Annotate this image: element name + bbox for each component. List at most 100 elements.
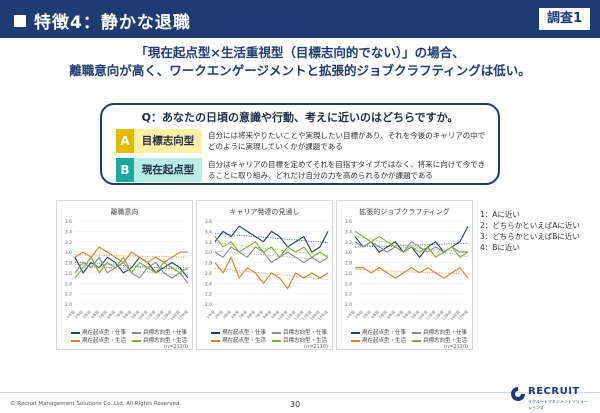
- subtitle-line-1: 「現在起点型×生活重視型（目標志向的でない）」の場合、: [135, 45, 465, 60]
- trend-line: [74, 261, 189, 270]
- legend-label: 現在起点型・仕事: [362, 330, 407, 336]
- series-line: [355, 266, 469, 279]
- logo-subtext: リクルートマネジメントソリューションズ: [528, 399, 588, 410]
- scale-item: 1：Aに近い: [480, 210, 520, 219]
- x-tick-label: 5年目: [98, 309, 108, 319]
- legend-label: 目標志向型・生活: [283, 338, 328, 344]
- option-b-desc: 自分はキャリアの目標を定めてそれを目指すタイプではなく、将来に向けて今できること…: [208, 160, 486, 180]
- x-tick-label: 9年目: [130, 309, 140, 319]
- legend-swatch-icon: [71, 340, 80, 342]
- legend-label: 現在起点型・生活: [82, 338, 127, 344]
- y-tick-label: 3.4: [65, 229, 72, 235]
- x-tick-label: 14年目: [309, 309, 321, 321]
- x-tick-label: 15年目: [457, 309, 469, 321]
- x-tick-label: 14年目: [449, 309, 461, 321]
- y-tick-label: 2.8: [345, 261, 352, 267]
- legend-swatch-icon: [272, 340, 282, 342]
- y-tick-label: 3.2: [205, 240, 212, 246]
- y-tick-label: 3.6: [205, 219, 212, 225]
- y-tick-label: 2.6: [205, 271, 212, 277]
- x-tick-label: 13年目: [301, 309, 313, 321]
- legend-swatch-icon: [412, 332, 422, 334]
- y-tick-label: 2.0: [65, 302, 72, 308]
- legend-swatch-icon: [211, 340, 220, 342]
- logo-word: RECRUIT: [528, 386, 580, 397]
- series-line: [214, 255, 329, 290]
- trend-line: [214, 242, 329, 256]
- survey-badge: 調査1: [536, 6, 592, 32]
- x-tick-label: 11年目: [145, 309, 157, 321]
- option-b: B 現在起点型 自分はキャリアの目標を定めてそれを目指すタイプではなく、将来に向…: [116, 158, 488, 182]
- x-tick-label: 1年目: [345, 309, 355, 319]
- y-tick-label: 2.2: [345, 292, 352, 298]
- legend-swatch-icon: [71, 332, 80, 334]
- trend-line: [354, 242, 469, 248]
- chart-job-crafting-svg: 3.6 3.4 3.2 3.0 2.8 2.6 2.4 2.2 2.01年目2年目3年目4年目5…: [345, 219, 469, 321]
- y-tick-label: 3.0: [65, 250, 72, 256]
- chart-job-crafting: 3.6 3.4 3.2 3.0 2.8 2.6 2.4 2.2 2.0 1年目 2年目 3年目 4年目 5…: [336, 200, 473, 350]
- x-tick-label: 4年目: [230, 309, 240, 319]
- series-line: [74, 256, 189, 279]
- x-tick-label: 4年目: [370, 309, 380, 319]
- x-tick-label: 1年目: [65, 309, 75, 319]
- option-a-letter: A: [116, 129, 134, 153]
- x-tick-label: 3年目: [82, 309, 92, 319]
- subtitle-line-2: 離職意向が高く、ワークエンゲージメントと拡張的ジョブクラフティングは低い。: [69, 63, 531, 78]
- y-tick-label: 2.8: [65, 261, 72, 267]
- trend-line: [354, 244, 469, 252]
- chart-turnover: 3.6 3.4 3.2 3.0 2.8 2.6 2.4 2.2 2.0 1年目 2年目 3年目 4年目 5…: [56, 200, 193, 350]
- legend-label: 現在起点型・仕事: [82, 330, 127, 336]
- trend-line: [214, 267, 329, 280]
- question-text: Q：あなたの日頃の意識や行動、考えに近いのはどちらですか。: [141, 111, 459, 124]
- x-tick-label: 8年目: [262, 309, 272, 319]
- y-tick-label: 2.4: [205, 281, 212, 287]
- x-tick-label: 13年目: [441, 309, 453, 321]
- option-b-name: 現在起点型: [134, 158, 202, 182]
- x-tick-label: 2年目: [214, 309, 224, 319]
- series-line: [214, 225, 329, 253]
- subtitle: 「現在起点型×生活重視型（目標志向的でない）」の場合、 離職意向が高く、ワークエ…: [0, 44, 600, 80]
- option-b-letter: B: [116, 158, 134, 182]
- y-tick-label: 3.4: [205, 229, 212, 235]
- legend-swatch-icon: [132, 340, 142, 342]
- y-tick-label: 2.8: [205, 261, 212, 267]
- x-tick-label: 15年目: [317, 309, 329, 321]
- x-tick-label: 10年目: [416, 309, 428, 321]
- x-tick-label: 12年目: [153, 309, 165, 321]
- option-a-name: 目標志向型: [134, 129, 202, 153]
- x-tick-label: 13年目: [161, 309, 173, 321]
- x-tick-label: 10年目: [136, 309, 148, 321]
- x-tick-label: 1年目: [205, 309, 215, 319]
- y-tick-label: 3.6: [65, 219, 72, 225]
- series-line: [214, 236, 329, 259]
- y-tick-label: 3.4: [345, 229, 352, 235]
- legend-swatch-icon: [351, 332, 360, 334]
- x-tick-label: 3年目: [362, 309, 372, 319]
- chart-title: 拡張的ジョブクラフティング: [359, 208, 450, 216]
- x-tick-label: 6年目: [246, 309, 256, 319]
- x-tick-label: 2年目: [354, 309, 364, 319]
- legend-label: 目標志向型・生活: [143, 338, 188, 344]
- trend-line: [354, 269, 469, 275]
- x-tick-label: 11年目: [285, 309, 297, 321]
- series-line: [214, 246, 329, 264]
- y-tick-label: 3.6: [345, 219, 352, 225]
- x-tick-label: 10年目: [276, 309, 288, 321]
- legend-label: 目標志向型・仕事: [283, 330, 328, 336]
- page-title: 特徴4：静かな退職: [14, 8, 191, 33]
- footer-divider: [0, 392, 600, 393]
- x-tick-label: 5年目: [238, 309, 248, 319]
- y-tick-label: 2.4: [65, 281, 72, 287]
- trend-line: [74, 254, 189, 258]
- legend-swatch-icon: [272, 332, 282, 334]
- x-tick-label: 7年目: [394, 309, 404, 319]
- x-tick-label: 12年目: [433, 309, 445, 321]
- chart-title: 離職意向: [110, 208, 139, 216]
- chart-legend: 現在起点型・仕事 目標志向型・仕事 現在起点型・生活 目標志向型・生活: [211, 329, 329, 345]
- chart-legend: 現在起点型・仕事 目標志向型・仕事 現在起点型・生活 目標志向型・生活: [71, 329, 189, 345]
- x-tick-label: 8年目: [122, 309, 132, 319]
- option-a-desc: 自分には将来やりたいことや実現したい目標があり、それを今後のキャリアの中でどのよ…: [208, 131, 486, 151]
- x-tick-label: 7年目: [254, 309, 264, 319]
- x-tick-label: 11年目: [425, 309, 437, 321]
- legend-swatch-icon: [211, 332, 220, 334]
